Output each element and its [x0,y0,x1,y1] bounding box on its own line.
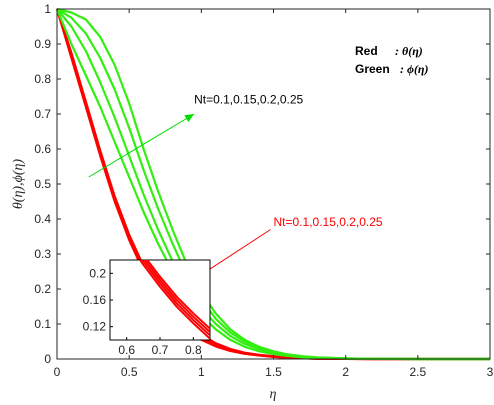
inset-x-tick-label: 0.8 [185,343,202,357]
y-tick-label: 0.7 [34,107,51,121]
legend: Red : θ(η) Green : ϕ(η) [355,44,429,76]
legend-green-label: Green [355,62,390,76]
inset-plot: 0.12 0.16 0.2 0.6 0.7 0.8 [83,259,211,357]
annotations: Nt=0.1,0.15,0.2,0.25 Nt=0.1,0.15,0.2,0.25 [88,93,383,318]
y-tick-label: 0.1 [34,317,51,331]
y-tick-label: 0.5 [34,177,51,191]
annotation-arrowhead-1 [184,114,195,123]
x-tick-label: 1 [198,365,205,379]
x-tick-label: 2 [342,365,349,379]
inset-background [109,259,211,341]
y-tick-label: 0.4 [34,212,51,226]
x-tick-label: 2.5 [409,365,426,379]
inset-series-line-3 [143,260,210,333]
annotation-label-1: Nt=0.1,0.15,0.2,0.25 [194,93,303,107]
y-tick-label: 0.2 [34,282,51,296]
inset-ticks: 0.12 0.16 0.2 0.6 0.7 0.8 [83,266,202,357]
x-tick-label: 1.5 [265,365,282,379]
x-tick-label: 0.5 [121,365,138,379]
inset-series-line-4 [146,260,210,330]
y-tick-label: 0.9 [34,37,51,51]
y-tick-label: 1 [44,2,51,16]
inset-y-tick-label: 0.16 [83,293,107,307]
y-axis-label: θ(η),ϕ(η) [11,159,26,210]
tick-labels: 0 0.5 1 1.5 2 2.5 300.10.20.30.40.50.60.70.80.… [34,2,493,379]
y-tick-label: 0 [44,352,51,366]
inset-x-tick-label: 0.7 [152,343,169,357]
series-line-8 [56,7,490,361]
y-tick-label: 0.8 [34,72,51,86]
axis-ticks [56,8,491,360]
inset-x-tick-label: 0.6 [118,343,135,357]
annotation-arrow-1 [88,113,195,178]
inset-lines [138,260,210,340]
annotation-label-2: Nt=0.1,0.15,0.2,0.25 [274,215,383,229]
legend-red-label: Red [355,44,378,58]
legend-green-value: : ϕ(η) [400,62,429,76]
y-tick-label: 0.6 [34,142,51,156]
x-axis-label: η [270,387,277,402]
legend-red-value: : θ(η) [395,44,423,58]
inset-y-tick-label: 0.12 [83,320,107,334]
inset-y-tick-label: 0.2 [89,266,106,280]
inset-series-line-1 [138,260,210,340]
inset-series-line-2 [141,260,210,337]
x-tick-label: 3 [487,365,494,379]
x-tick-label: 0 [54,365,61,379]
y-tick-label: 0.3 [34,247,51,261]
